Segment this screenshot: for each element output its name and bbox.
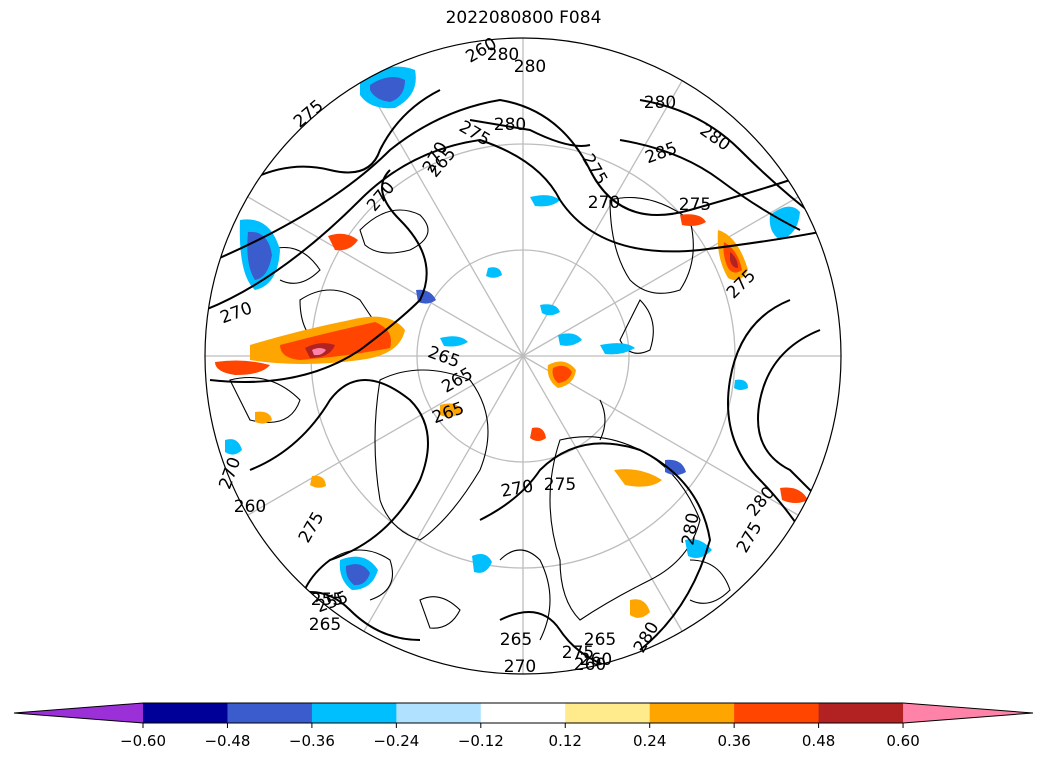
contour-label: 260 [580,650,612,670]
colorbar-tick-label: −0.12 [458,732,504,750]
contour-label: 255 [311,590,343,610]
anomaly-patch [247,231,272,280]
contour-label: 275 [295,508,329,546]
colorbar-extend-high [903,703,1033,723]
contour-label: 260 [234,497,266,517]
contour-label: 265 [430,398,467,428]
contour-label: 280 [743,483,779,521]
anomaly-patch [486,267,502,278]
anomaly-patch [215,360,270,375]
anomaly-patch [370,76,405,102]
contour-label: 275 [562,643,594,663]
anomaly-patch [530,427,546,441]
colorbar-segment [227,703,313,723]
contour-label: 280 [514,57,546,77]
contour-label: 265 [309,615,341,635]
anomaly-patch [769,206,800,240]
anomaly-patch [734,379,748,390]
anomaly-patch [630,599,650,618]
anomaly-patch [312,348,326,356]
anomaly-patch [780,487,808,503]
contour-label: 280 [696,120,734,155]
contour-label: 275 [455,117,493,151]
anomaly-patch [440,403,462,417]
anomaly-patch [310,475,326,488]
contour-label: 280 [487,45,519,65]
colorbar-extend-low [14,703,143,723]
colorbar-segment [565,703,651,723]
contour-label: 280 [644,93,676,113]
contour-label: 270 [215,455,245,492]
anomaly-patch [680,214,706,226]
map-boundary [204,37,842,675]
anomaly-patch [614,469,662,487]
colorbar-tick-label: −0.24 [373,732,419,750]
colorbar-tick-label: −0.36 [289,732,335,750]
contour-label: 285 [643,138,680,168]
anomaly-patch [730,252,738,268]
contour-label: 265 [500,630,532,650]
colorbar-tick-label: −0.48 [204,732,250,750]
contour-label: 275 [679,195,711,215]
colorbar-segment [818,703,904,723]
colorbar: −0.60 −0.48 −0.36 −0.24 −0.12 0.12 0.24 0.36 0.4… [13,702,1034,750]
colorbar-segment [649,703,735,723]
colorbar-segment [734,703,820,723]
anomaly-patch [345,564,370,586]
contour-label: 275 [544,475,576,495]
colorbar-segment [396,703,482,723]
anomaly-patch [600,343,635,355]
contour-label: 260 [574,655,606,675]
colorbar-tick-label: 0.24 [633,732,666,750]
anomaly-patch [440,336,468,347]
anomaly-patch [225,439,242,455]
anomaly-patch [472,554,492,573]
contour-lines [205,89,841,671]
contour-label: 265 [438,364,476,398]
contour-label: 270 [504,657,536,677]
anomaly-shading [215,66,808,618]
colorbar-tick-label: 0.12 [549,732,582,750]
anomaly-patch [328,233,358,251]
colorbar-segment [143,703,228,723]
colorbar-tick-label: −0.60 [120,732,166,750]
contour-label: 270 [499,476,534,501]
contour-label: 270 [588,193,620,213]
colorbar-segment [480,703,566,723]
contour-label: 280 [494,115,526,135]
contour-label: 275 [290,96,328,132]
map-title: 2022080800 F084 [445,8,602,28]
contour-label: 275 [733,518,767,556]
anomaly-patch [552,365,572,383]
contour-label: 265 [584,630,616,650]
colorbar-tick-label: 0.60 [886,732,919,750]
contour-label: 265 [425,342,462,372]
anomaly-patch [255,411,272,424]
colorbar-segment [311,703,397,723]
contour-label: 280 [630,618,664,656]
anomaly-patch [558,333,582,346]
anomaly-patch [540,304,560,316]
anomaly-patch [530,195,560,207]
colorbar-tick-label: 0.48 [802,732,835,750]
colorbar-tick-label: 0.36 [717,732,750,750]
coastlines [229,197,731,641]
anomaly-patch [665,459,686,475]
